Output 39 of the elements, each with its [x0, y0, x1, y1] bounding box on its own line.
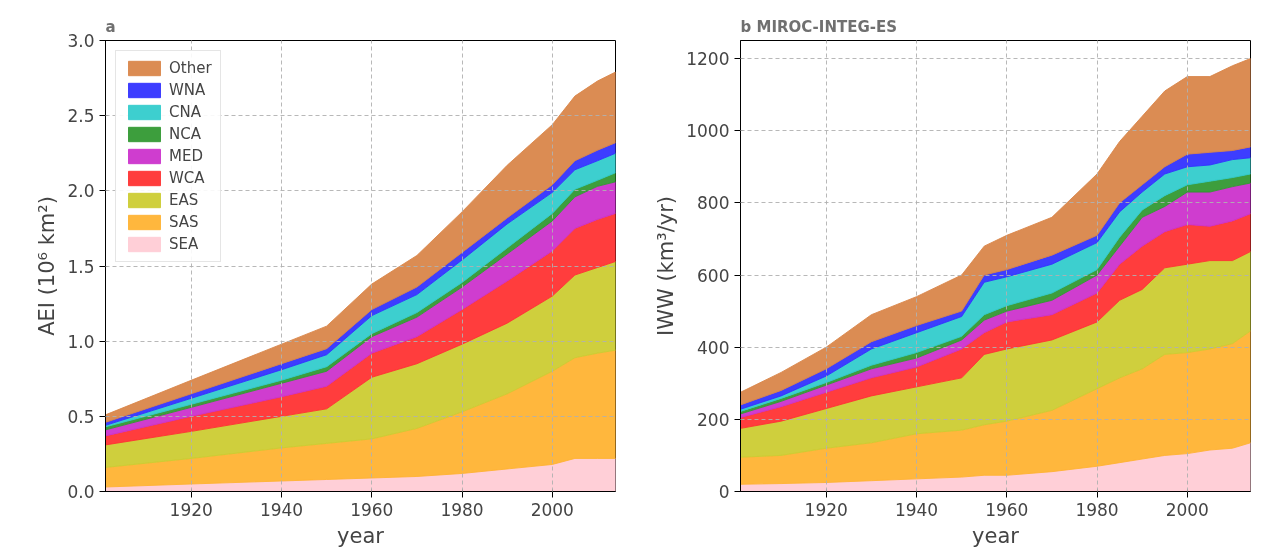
legend-label: NCA: [169, 125, 201, 143]
y-axis-title: AEI (10⁶ km²): [35, 196, 60, 336]
y-tick-label: 200: [697, 409, 730, 430]
y-tick-label: 600: [697, 265, 730, 286]
legend-label: Other: [169, 59, 212, 77]
x-tick-label: 1960: [350, 499, 394, 520]
y-tick-label: 0: [718, 482, 730, 502]
chart-title: b MIROC-INTEG-ES: [740, 17, 898, 36]
y-tick-label: 1000: [686, 121, 730, 142]
y-tick-label: 0.5: [67, 406, 95, 427]
y-tick-label: 1200: [686, 49, 730, 70]
y-tick-label: 0.0: [67, 482, 95, 502]
x-tick-label: 1940: [259, 499, 304, 520]
y-tick-label: 2.5: [67, 106, 95, 127]
y-tick-label: 3.0: [67, 31, 95, 51]
y-tick-label: 800: [697, 193, 730, 214]
x-tick-label: 2000: [530, 499, 574, 520]
x-tick-label: 1920: [804, 499, 848, 520]
legend-label: SAS: [169, 213, 199, 231]
y-tick-label: 400: [697, 337, 730, 358]
legend-label: WCA: [169, 169, 205, 187]
x-axis-title: year: [337, 523, 385, 548]
chart-title: a: [105, 17, 116, 36]
legend-label: EAS: [169, 191, 199, 209]
legend-label: MED: [169, 147, 203, 165]
x-tick-label: 1980: [1075, 499, 1119, 520]
legend-label: SEA: [169, 235, 199, 253]
legend-label: WNA: [169, 81, 206, 99]
x-tick-label: 2000: [1165, 499, 1209, 520]
y-tick-label: 1.0: [67, 331, 95, 352]
y-axis-title: IWW (km³/yr): [654, 196, 679, 336]
x-tick-label: 1980: [440, 499, 484, 520]
x-tick-label: 1920: [169, 499, 213, 520]
x-tick-label: 1940: [894, 499, 939, 520]
x-tick-label: 1960: [985, 499, 1029, 520]
x-axis-title: year: [972, 523, 1020, 548]
y-tick-label: 2.0: [67, 181, 95, 202]
legend-label: CNA: [169, 103, 201, 121]
y-tick-label: 1.5: [67, 256, 95, 277]
